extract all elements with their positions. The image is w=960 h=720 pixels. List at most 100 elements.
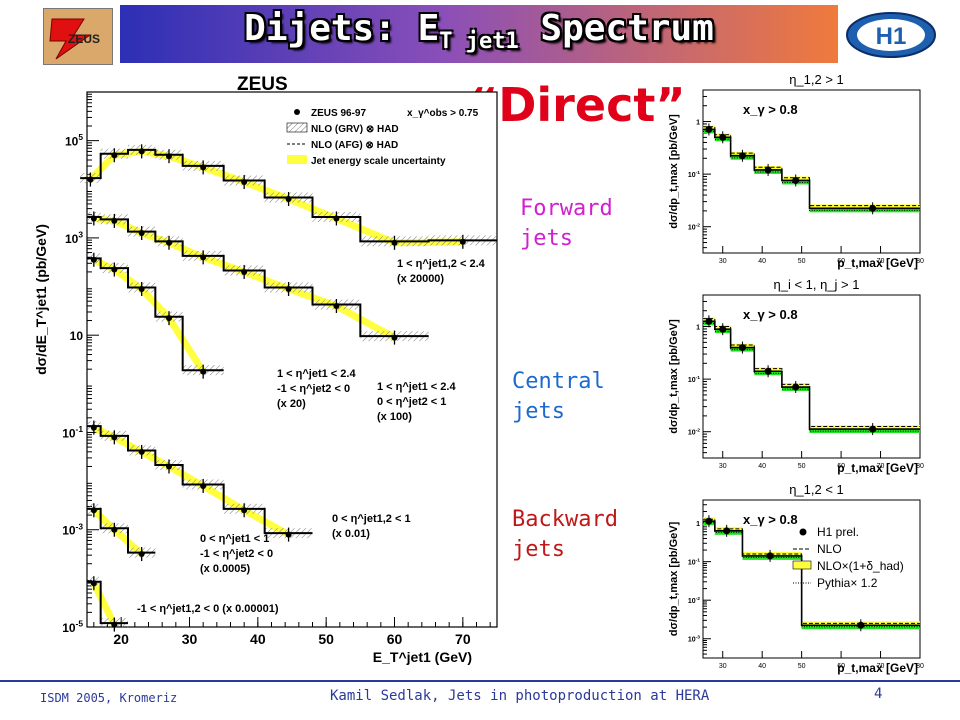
h1-legend-marker-nlo-had bbox=[792, 560, 812, 570]
h1-data-point bbox=[719, 133, 727, 141]
zeus-data-point bbox=[241, 178, 248, 185]
h1-data-point bbox=[705, 517, 713, 525]
zeus-x-tick-label: 60 bbox=[387, 631, 403, 647]
h1-x-axis-label: p_t,max [GeV] bbox=[837, 661, 918, 675]
h1-x-tick-label: 80 bbox=[916, 663, 924, 670]
h1-x-tick-label: 60 bbox=[837, 663, 845, 670]
h1-data-point bbox=[705, 317, 713, 325]
h1-y-axis-label: dσ/dp_t,max [pb/GeV] bbox=[668, 521, 680, 636]
backward-jets-line-1: Backward bbox=[512, 507, 618, 532]
zeus-series-region-label: 1 < η^jet1 < 2.4 bbox=[277, 368, 356, 380]
zeus-x-axis-label: E_T^jet1 (GeV) bbox=[373, 649, 472, 665]
h1-data-point bbox=[869, 425, 877, 433]
zeus-series-region-label: -1 < η^jet2 < 0 bbox=[200, 548, 273, 560]
h1-legend-marker-data bbox=[799, 528, 807, 536]
h1-chart-title: η_1,2 > 1 bbox=[789, 72, 844, 87]
zeus-series-region-label: (x 20000) bbox=[397, 273, 444, 285]
zeus-series-region-label: 0 < η^jet1 < 1 bbox=[200, 533, 269, 545]
h1-x-tick-label: 60 bbox=[837, 463, 845, 470]
h1-y-axis-label: dσ/dp_t,max [pb/GeV] bbox=[668, 319, 680, 434]
zeus-data-point bbox=[111, 266, 118, 273]
h1-chart-backward: η_1,2 < 1 x_γ > 0.8 30 40 50 60 70 80 1 10-1 10-2 1… bbox=[668, 482, 924, 675]
forward-jets-label: Forward jets bbox=[520, 194, 613, 254]
zeus-data-point bbox=[285, 531, 292, 538]
h1-data-point bbox=[764, 367, 772, 375]
zeus-x-tick-label: 70 bbox=[455, 631, 471, 647]
h1-y-tick-label: 10-1 bbox=[688, 170, 700, 179]
zeus-series-region-label: (x 0.01) bbox=[332, 528, 370, 540]
zeus-data-point bbox=[241, 507, 248, 514]
zeus-data-point bbox=[333, 215, 340, 222]
h1-data-point bbox=[738, 344, 746, 352]
zeus-data-point bbox=[138, 551, 145, 558]
h1-plot-frame bbox=[702, 89, 921, 254]
h1-legend-entry-nlo: NLO bbox=[817, 542, 842, 556]
zeus-data-point bbox=[138, 148, 145, 155]
h1-x-tick-label: 30 bbox=[719, 258, 727, 265]
h1-data-point bbox=[869, 204, 877, 212]
backward-jets-line-2: jets bbox=[512, 537, 565, 562]
h1-y-tick-label: 10-2 bbox=[688, 596, 700, 605]
zeus-data-point bbox=[90, 256, 97, 263]
h1-x-tick-label: 70 bbox=[877, 258, 885, 265]
zeus-series-region-label: 0 < η^jet2 < 1 bbox=[377, 396, 446, 408]
zeus-series-region-label: 1 < η^jet1 < 2.4 bbox=[377, 381, 456, 393]
h1-x-tick-label: 60 bbox=[837, 258, 845, 265]
zeus-series-region-label: (x 0.0005) bbox=[200, 563, 250, 575]
zeus-plot-frame bbox=[86, 91, 498, 628]
footer-author: Kamil Sedlak, Jets in photoproduction at… bbox=[330, 688, 710, 704]
zeus-series-region-label: (x 20) bbox=[277, 398, 306, 410]
zeus-legend-cut: x_γ^obs > 0.75 bbox=[407, 108, 479, 119]
zeus-data-point bbox=[333, 303, 340, 309]
h1-band-yellow bbox=[809, 425, 920, 430]
h1-data-point bbox=[764, 166, 772, 174]
h1-x-tick-label: 40 bbox=[758, 258, 766, 265]
zeus-x-tick-label: 20 bbox=[113, 631, 129, 647]
footer-conference: ISDM 2005, Kromeriz bbox=[40, 691, 178, 705]
zeus-legend-entry-grv: NLO (GRV) ⊗ HAD bbox=[311, 124, 399, 135]
h1-x-tick-label: 50 bbox=[798, 463, 806, 470]
h1-y-tick-label: 10-1 bbox=[688, 558, 700, 567]
zeus-x-tick-label: 50 bbox=[318, 631, 334, 647]
zeus-data-point bbox=[200, 368, 207, 375]
h1-x-tick-label: 40 bbox=[758, 663, 766, 670]
zeus-series-region-label: -1 < η^jet1,2 < 0 (x 0.00001) bbox=[137, 603, 279, 615]
zeus-data-point bbox=[111, 434, 118, 441]
zeus-series-1: 1 < η^jet1,2 < 2.4 (x 20000) bbox=[80, 144, 497, 285]
zeus-data-point bbox=[111, 526, 118, 533]
forward-jets-line-1: Forward bbox=[520, 196, 613, 221]
central-jets-line-1: Central bbox=[512, 369, 605, 394]
h1-plot-frame bbox=[702, 499, 921, 659]
h1-cut-label: x_γ > 0.8 bbox=[743, 102, 798, 117]
zeus-data-point bbox=[391, 334, 398, 341]
h1-cut-label: x_γ > 0.8 bbox=[743, 512, 798, 527]
h1-data-point bbox=[792, 176, 800, 184]
zeus-series-nlo-grv bbox=[80, 148, 497, 243]
h1-x-tick-label: 30 bbox=[719, 463, 727, 470]
h1-nlo bbox=[703, 318, 920, 427]
zeus-legend-marker-data bbox=[294, 109, 300, 115]
zeus-data-point bbox=[166, 239, 172, 246]
forward-jets-line-2: jets bbox=[520, 226, 573, 251]
zeus-data-point bbox=[87, 176, 94, 183]
h1-x-tick-label: 40 bbox=[758, 463, 766, 470]
zeus-legend-entry-afg: NLO (AFG) ⊗ HAD bbox=[311, 140, 398, 151]
h1-pythia bbox=[703, 522, 920, 628]
direct-label: “Direct” bbox=[468, 78, 686, 132]
zeus-data-point bbox=[90, 580, 97, 587]
h1-cut-label: x_γ > 0.8 bbox=[743, 307, 798, 322]
zeus-data-point bbox=[391, 239, 398, 246]
zeus-chart: ZEUS 20 30 40 50 60 70 105 103 10 10-1 10-3 10-5 E_T^… bbox=[33, 74, 498, 665]
h1-plot-frame bbox=[702, 294, 921, 459]
zeus-legend-entry-band: Jet energy scale uncertainty bbox=[311, 156, 446, 167]
h1-y-tick-label: 1 bbox=[696, 521, 700, 528]
h1-data-point bbox=[766, 552, 774, 560]
slide-title: Dijets: ET jet1 Spectrum bbox=[244, 8, 714, 55]
zeus-data-point bbox=[241, 268, 248, 275]
zeus-y-tick-label: 10-5 bbox=[62, 619, 83, 635]
zeus-x-tick-label: 40 bbox=[250, 631, 266, 647]
h1-data-point bbox=[738, 152, 746, 160]
zeus-data-point bbox=[90, 215, 97, 222]
h1-chart-central: η_i < 1, η_j > 1 x_γ > 0.8 30 40 50 60 70 80 1 10… bbox=[668, 277, 924, 475]
h1-x-tick-label: 30 bbox=[719, 663, 727, 670]
